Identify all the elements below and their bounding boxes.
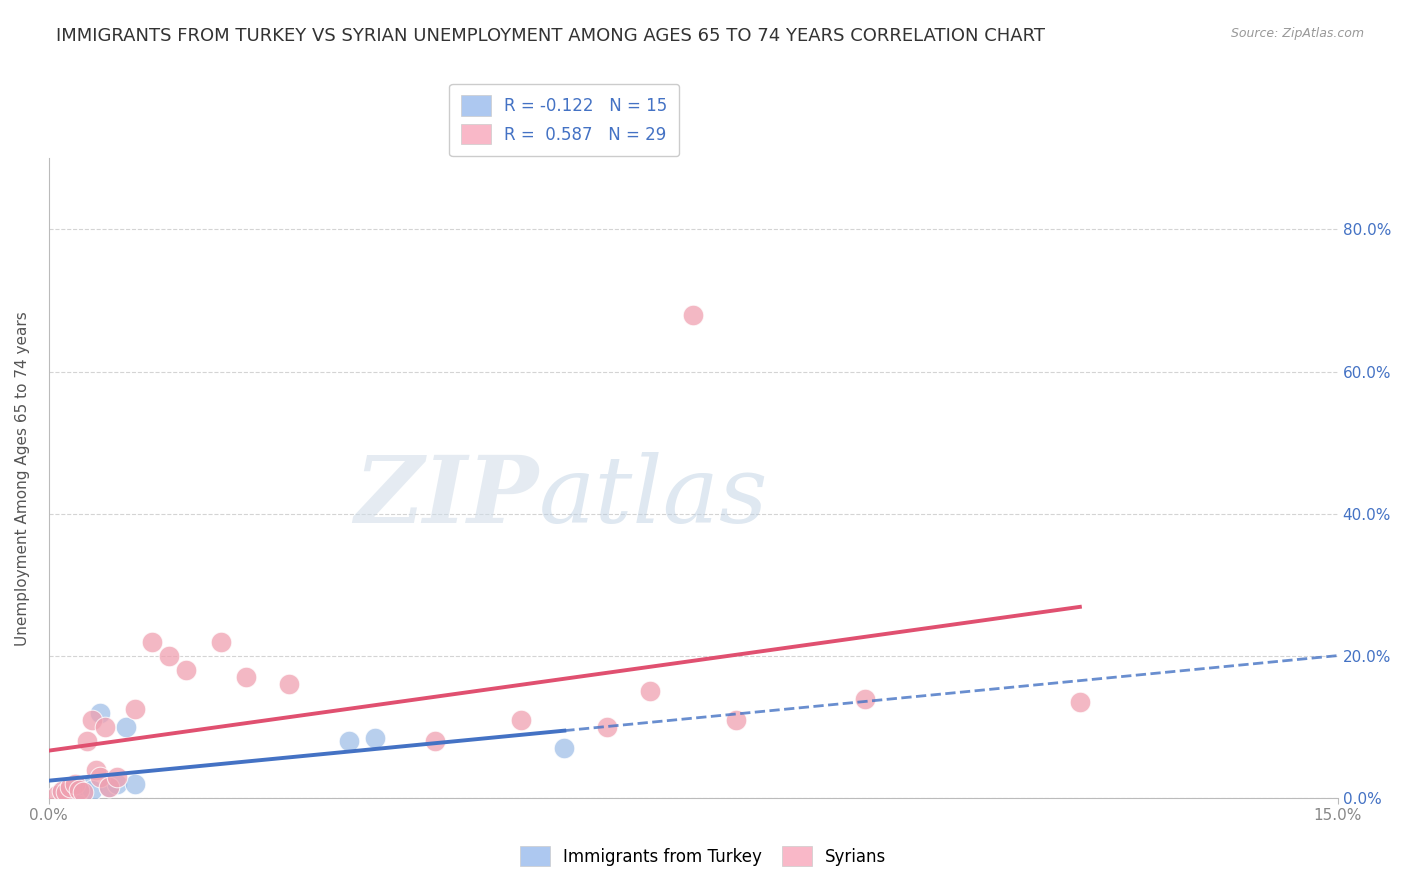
Point xyxy=(93,720,115,734)
Legend: R = -0.122   N = 15, R =  0.587   N = 29: R = -0.122 N = 15, R = 0.587 N = 29 xyxy=(450,84,679,156)
Point xyxy=(63,777,86,791)
Point xyxy=(51,784,73,798)
Point xyxy=(553,741,575,756)
Point xyxy=(339,734,361,748)
Point xyxy=(89,706,111,720)
Point xyxy=(84,763,107,777)
Y-axis label: Unemployment Among Ages 65 to 74 years: Unemployment Among Ages 65 to 74 years xyxy=(15,310,30,646)
Point xyxy=(72,785,94,799)
Point xyxy=(124,702,146,716)
Point xyxy=(59,780,82,795)
Point xyxy=(46,788,69,802)
Point xyxy=(80,713,103,727)
Point xyxy=(124,777,146,791)
Point xyxy=(76,734,98,748)
Text: Source: ZipAtlas.com: Source: ZipAtlas.com xyxy=(1230,27,1364,40)
Point xyxy=(638,684,661,698)
Point xyxy=(55,782,77,797)
Point xyxy=(80,782,103,797)
Point xyxy=(157,648,180,663)
Point xyxy=(1069,695,1091,709)
Point xyxy=(97,780,120,795)
Point xyxy=(682,308,704,322)
Point xyxy=(89,770,111,784)
Point xyxy=(115,720,138,734)
Text: atlas: atlas xyxy=(538,452,768,542)
Point xyxy=(725,713,748,727)
Point xyxy=(51,784,73,798)
Point xyxy=(596,720,619,734)
Point xyxy=(510,713,533,727)
Point xyxy=(67,782,90,797)
Legend: Immigrants from Turkey, Syrians: Immigrants from Turkey, Syrians xyxy=(512,838,894,875)
Point xyxy=(174,663,197,677)
Point xyxy=(141,634,163,648)
Point xyxy=(107,777,129,791)
Point xyxy=(853,691,876,706)
Point xyxy=(72,778,94,792)
Text: IMMIGRANTS FROM TURKEY VS SYRIAN UNEMPLOYMENT AMONG AGES 65 TO 74 YEARS CORRELAT: IMMIGRANTS FROM TURKEY VS SYRIAN UNEMPLO… xyxy=(56,27,1045,45)
Point xyxy=(107,770,129,784)
Text: ZIP: ZIP xyxy=(354,452,538,542)
Point xyxy=(278,677,301,691)
Point xyxy=(59,785,82,799)
Point xyxy=(97,780,120,795)
Point xyxy=(55,785,77,799)
Point xyxy=(67,784,90,798)
Point xyxy=(63,780,86,795)
Point xyxy=(209,634,232,648)
Point xyxy=(235,670,257,684)
Point xyxy=(364,731,387,745)
Point xyxy=(425,734,447,748)
